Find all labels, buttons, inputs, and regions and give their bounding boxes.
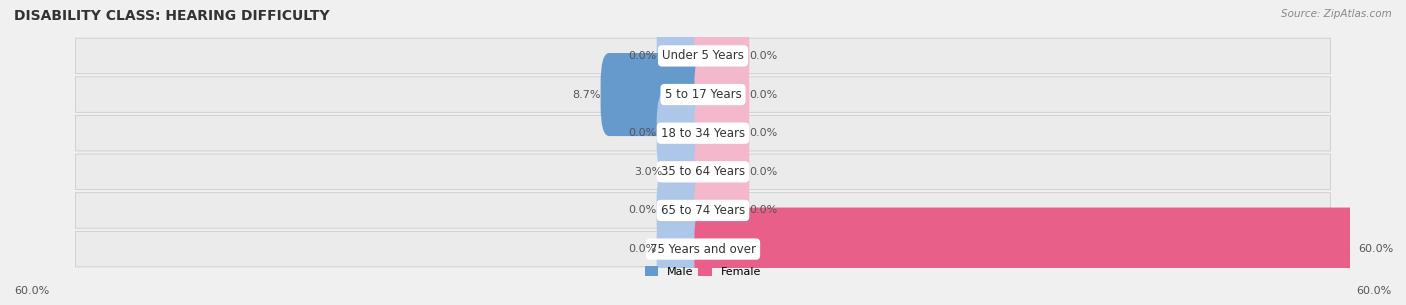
Text: 0.0%: 0.0% bbox=[628, 128, 657, 138]
FancyBboxPatch shape bbox=[662, 130, 711, 213]
Text: 3.0%: 3.0% bbox=[634, 167, 662, 177]
FancyBboxPatch shape bbox=[76, 231, 1330, 267]
Text: 0.0%: 0.0% bbox=[749, 167, 778, 177]
FancyBboxPatch shape bbox=[76, 115, 1330, 151]
Text: 75 Years and over: 75 Years and over bbox=[650, 242, 756, 256]
Text: Source: ZipAtlas.com: Source: ZipAtlas.com bbox=[1281, 9, 1392, 19]
FancyBboxPatch shape bbox=[695, 208, 1358, 291]
Text: 8.7%: 8.7% bbox=[572, 90, 600, 99]
FancyBboxPatch shape bbox=[695, 14, 749, 98]
FancyBboxPatch shape bbox=[600, 53, 711, 136]
Text: 60.0%: 60.0% bbox=[1357, 286, 1392, 296]
FancyBboxPatch shape bbox=[695, 169, 749, 252]
Text: 0.0%: 0.0% bbox=[749, 51, 778, 61]
FancyBboxPatch shape bbox=[76, 154, 1330, 190]
Text: Under 5 Years: Under 5 Years bbox=[662, 49, 744, 63]
Text: 0.0%: 0.0% bbox=[628, 244, 657, 254]
FancyBboxPatch shape bbox=[695, 53, 749, 136]
FancyBboxPatch shape bbox=[695, 92, 749, 175]
FancyBboxPatch shape bbox=[657, 169, 711, 252]
FancyBboxPatch shape bbox=[657, 14, 711, 98]
Text: 5 to 17 Years: 5 to 17 Years bbox=[665, 88, 741, 101]
Text: 0.0%: 0.0% bbox=[749, 90, 778, 99]
FancyBboxPatch shape bbox=[76, 77, 1330, 112]
Legend: Male, Female: Male, Female bbox=[641, 262, 765, 282]
Text: 18 to 34 Years: 18 to 34 Years bbox=[661, 127, 745, 140]
FancyBboxPatch shape bbox=[657, 208, 711, 291]
Text: 0.0%: 0.0% bbox=[749, 206, 778, 215]
Text: 60.0%: 60.0% bbox=[1358, 244, 1393, 254]
Text: 0.0%: 0.0% bbox=[749, 128, 778, 138]
Text: 35 to 64 Years: 35 to 64 Years bbox=[661, 165, 745, 178]
Text: 0.0%: 0.0% bbox=[628, 51, 657, 61]
FancyBboxPatch shape bbox=[695, 130, 749, 213]
FancyBboxPatch shape bbox=[76, 38, 1330, 74]
Text: 0.0%: 0.0% bbox=[628, 206, 657, 215]
Text: 60.0%: 60.0% bbox=[14, 286, 49, 296]
FancyBboxPatch shape bbox=[76, 193, 1330, 228]
Text: 65 to 74 Years: 65 to 74 Years bbox=[661, 204, 745, 217]
FancyBboxPatch shape bbox=[657, 92, 711, 175]
Text: DISABILITY CLASS: HEARING DIFFICULTY: DISABILITY CLASS: HEARING DIFFICULTY bbox=[14, 9, 329, 23]
